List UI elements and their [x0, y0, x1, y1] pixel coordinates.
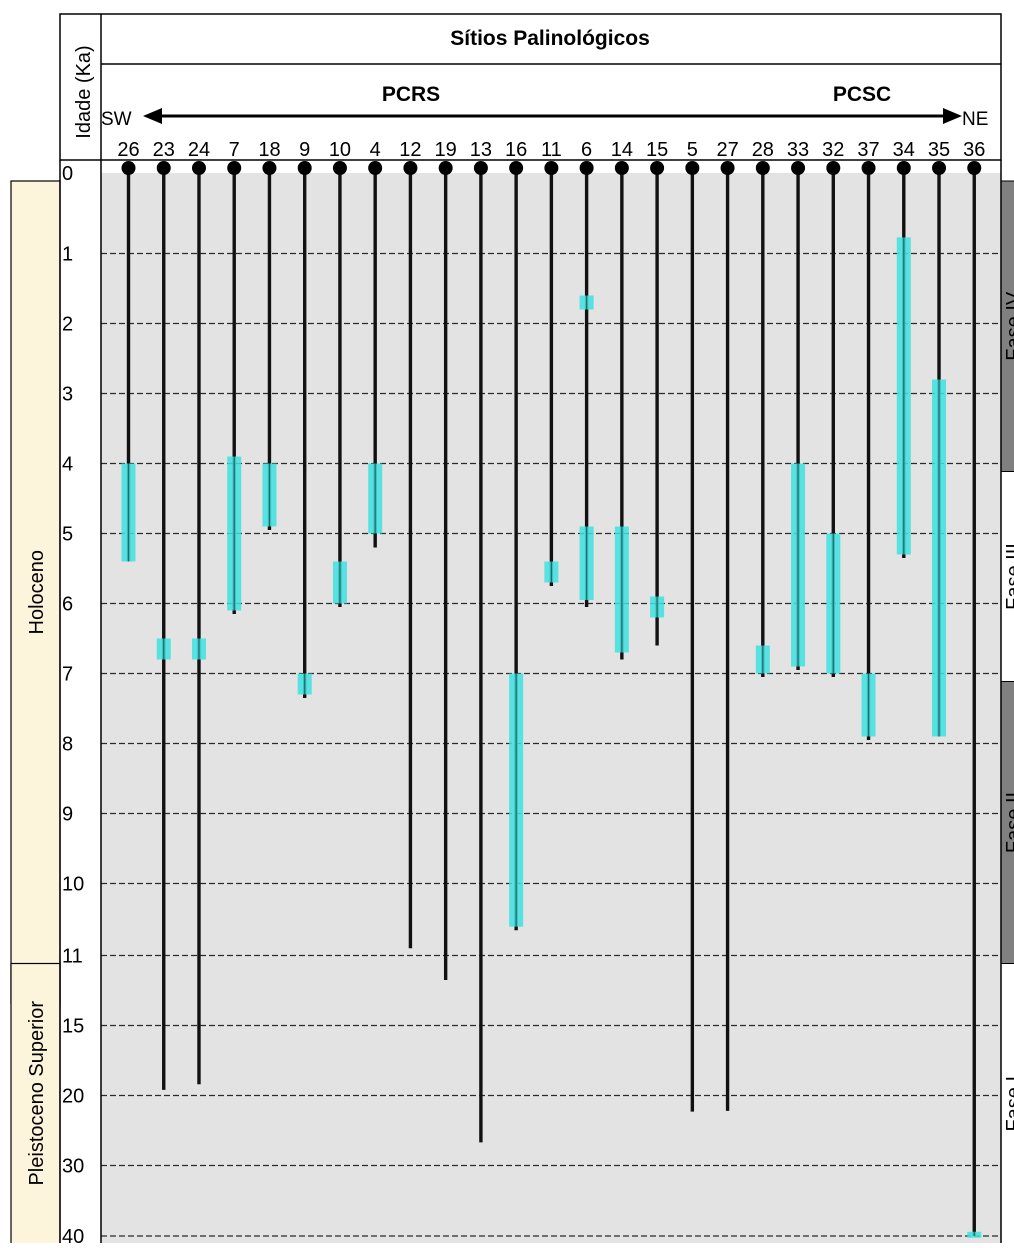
y-tick-label: 40	[62, 1226, 84, 1243]
y-tick-label: 0	[62, 163, 73, 185]
site-label: 13	[470, 139, 492, 161]
epoch-band	[10, 180, 61, 1005]
site-label: 4	[370, 139, 381, 161]
direction-arrow-left	[143, 108, 162, 124]
phase-label: Fase III	[1003, 543, 1014, 610]
site-label: 16	[505, 139, 527, 161]
site-dot	[332, 161, 347, 175]
y-tick-label: 3	[62, 384, 73, 406]
y-tick-label: 1	[62, 244, 73, 266]
site-label: 27	[716, 139, 738, 161]
site-label: 5	[687, 139, 698, 161]
site-dot	[297, 161, 312, 175]
site-dot	[685, 161, 700, 175]
site-dot	[967, 161, 982, 175]
direction-label-ne: NE	[962, 109, 988, 130]
site-label: 26	[117, 139, 139, 161]
y-axis-label: Idade (Ka)	[73, 45, 95, 138]
y-tick-label: 8	[62, 734, 73, 756]
direction-arrow-right	[943, 108, 962, 124]
y-tick-label: 20	[62, 1086, 84, 1108]
site-dot	[791, 161, 806, 175]
site-label: 9	[299, 139, 310, 161]
y-tick-label: 9	[62, 804, 73, 826]
site-label: 14	[611, 139, 633, 161]
site-dot	[544, 161, 559, 175]
chart-title: Sítios Palinológicos	[450, 27, 650, 50]
site-label: 28	[752, 139, 774, 161]
region-label-pcsc: PCSC	[833, 83, 891, 106]
direction-label-sw: SW	[101, 109, 132, 130]
region-label-pcrs: PCRS	[382, 83, 440, 106]
y-tick-label: 10	[62, 874, 84, 896]
site-label: 12	[399, 139, 421, 161]
phase-label: Fase I	[1003, 1076, 1014, 1132]
site-label: 35	[928, 139, 950, 161]
site-dot	[861, 161, 876, 175]
site-dot	[896, 161, 911, 175]
sites-group: 26 23 24 7 18 9 10 4 12 19 13 16 11 6 14 15 5 27 28 33 32 37 3…	[117, 139, 985, 1238]
site-label: 11	[541, 139, 562, 161]
site-label: 34	[893, 139, 915, 161]
y-tick-label: 2	[62, 314, 73, 336]
site-dot	[403, 161, 418, 175]
site-label: 15	[646, 139, 668, 161]
site-label: 23	[153, 139, 175, 161]
phase-label: Fase II	[1003, 792, 1014, 853]
site-label: 6	[581, 139, 592, 161]
site-dot	[826, 161, 841, 175]
phase-label: Fase IV	[1003, 291, 1014, 361]
site-dot	[227, 161, 242, 175]
site-dot	[473, 161, 488, 175]
site-dot	[368, 161, 383, 175]
header-frame	[59, 13, 1002, 161]
site-dot	[509, 161, 524, 175]
epoch-band	[10, 962, 61, 1248]
background-layer: Holoceno Pleistoceno Superior Fase IV Fase …	[10, 13, 1014, 1248]
site-label: 32	[822, 139, 844, 161]
site-dot	[720, 161, 735, 175]
site-dot	[121, 161, 136, 175]
site-dot	[614, 161, 629, 175]
site-label: 33	[787, 139, 809, 161]
site-dot	[156, 161, 171, 175]
site-label: 36	[963, 139, 985, 161]
site-label: 24	[188, 139, 210, 161]
site-dot	[932, 161, 947, 175]
y-tick-label: 15	[62, 1016, 84, 1038]
site-label: 18	[258, 139, 280, 161]
epoch-label: Holoceno	[26, 550, 48, 635]
site-label: 10	[329, 139, 351, 161]
site-label: 37	[857, 139, 879, 161]
site-dot	[262, 161, 277, 175]
y-tick-label: 30	[62, 1156, 84, 1178]
site-dot	[650, 161, 665, 175]
site-dot	[438, 161, 453, 175]
site-label: 19	[435, 139, 457, 161]
site-dot	[191, 161, 206, 175]
y-tick-label: 6	[62, 594, 73, 616]
site-dot	[579, 161, 594, 175]
site-label: 7	[229, 139, 240, 161]
y-tick-label: 7	[62, 664, 73, 686]
y-tick-label: 4	[62, 454, 73, 476]
y-tick-label: 5	[62, 524, 73, 546]
site-dot	[755, 161, 770, 175]
y-tick-label: 11	[62, 946, 83, 968]
epoch-label: Pleistoceno Superior	[26, 1001, 48, 1186]
